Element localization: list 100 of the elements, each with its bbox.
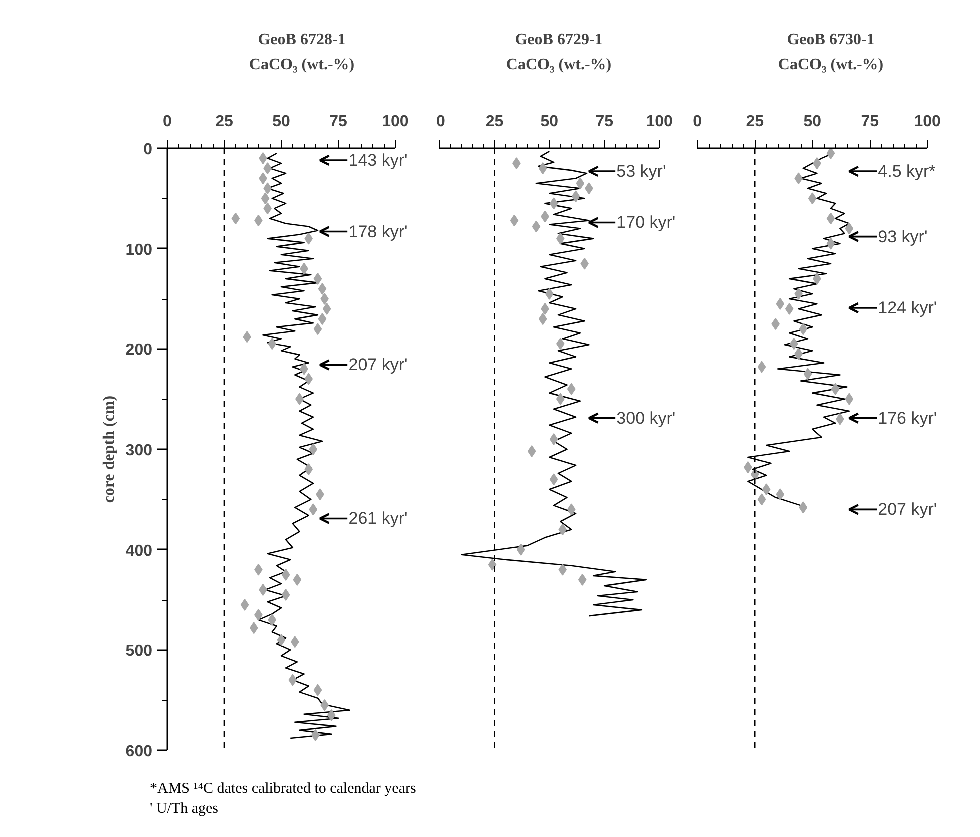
point (277, 634, 286, 646)
point (488, 558, 497, 571)
point (776, 488, 785, 501)
point (290, 636, 300, 648)
point (532, 220, 541, 233)
y-tick-label: 300 (126, 442, 153, 460)
point (776, 298, 785, 310)
point (826, 212, 836, 225)
chart-title: GeoB 6728-1 (258, 32, 346, 48)
point (538, 162, 548, 175)
point (578, 574, 587, 586)
point (320, 293, 329, 305)
chart-title: GeoB 6730-1 (787, 32, 875, 48)
x-tick-label: 75 (330, 114, 348, 130)
point (288, 674, 298, 686)
annotation: 176 kyr' (878, 408, 938, 428)
point (314, 323, 322, 336)
point (845, 222, 854, 235)
point (304, 232, 314, 245)
x-tick-label: 100 (646, 114, 673, 130)
point (268, 338, 277, 350)
x-tick-label: 50 (804, 114, 822, 130)
point (268, 614, 277, 626)
point (567, 383, 576, 396)
point (550, 474, 558, 486)
y-tick-label: 500 (126, 643, 153, 660)
x-tick-label: 75 (596, 114, 614, 130)
y-tick-label: 600 (126, 744, 153, 760)
y-tick-label: 400 (126, 542, 153, 560)
x-tick-label: 0 (163, 114, 172, 130)
x-tick-label: 100 (382, 114, 409, 130)
annotation: 207 kyr' (878, 500, 938, 520)
y-tick-label: 200 (126, 342, 153, 360)
point (261, 192, 270, 205)
point (758, 361, 766, 374)
point (314, 684, 322, 696)
x-tick-label: 25 (486, 114, 504, 130)
annotation: 300 kyr' (616, 408, 676, 428)
y-axis-title: core depth (cm) (100, 396, 118, 504)
x-tick-label: 25 (746, 114, 764, 130)
point (567, 504, 576, 516)
point (318, 282, 327, 295)
text: *AMS ¹⁴C dates calibrated to calendar years (150, 781, 416, 797)
x-tick-label: 0 (436, 114, 446, 130)
annotation: 207 kyr' (348, 356, 408, 375)
point (556, 232, 565, 245)
point (799, 323, 808, 336)
point (293, 574, 302, 586)
x-axis-title: CaCO₃ (wt.-%) (506, 56, 612, 74)
point (785, 303, 794, 316)
chart-title: GeoB 6729-1 (515, 32, 603, 48)
x-tick-label: 0 (693, 114, 702, 130)
x-tick-label: 50 (272, 114, 290, 130)
annotation: 124 kyr' (878, 298, 938, 318)
point (831, 383, 840, 396)
point (572, 190, 580, 203)
point (558, 524, 568, 536)
point (826, 148, 836, 160)
point (538, 313, 548, 326)
point (762, 484, 771, 496)
point (799, 502, 808, 514)
point (309, 504, 318, 516)
point (304, 464, 314, 476)
x-tick-label: 75 (861, 114, 880, 130)
annotation: 261 kyr' (348, 509, 408, 528)
text: ' U/Th ages (150, 800, 219, 816)
annotation: 143 kyr' (348, 151, 408, 170)
point (545, 288, 554, 300)
x-axis-title: CaCO₃ (wt.-%) (249, 56, 355, 74)
point (576, 178, 585, 190)
y-tick-label: 0 (144, 142, 153, 158)
y-tick-label: 100 (126, 242, 153, 259)
annotation: 170 kyr' (616, 213, 676, 232)
x-tick-label: 25 (216, 114, 234, 130)
point (516, 544, 526, 556)
annotation: 53 kyr' (616, 162, 666, 182)
point (804, 368, 812, 380)
point (314, 272, 322, 285)
point (322, 303, 332, 316)
x-tick-label: 100 (914, 114, 942, 130)
point (845, 393, 854, 406)
point (240, 599, 250, 612)
annotation: 178 kyr' (348, 222, 408, 242)
x-axis-title: CaCO₃ (wt.-%) (778, 56, 884, 74)
point (510, 214, 519, 227)
point (528, 446, 536, 458)
x-tick-label: 50 (540, 114, 559, 130)
point (550, 198, 558, 210)
point (250, 622, 258, 634)
point (826, 238, 836, 250)
point (558, 564, 568, 576)
point (556, 393, 565, 406)
point (309, 444, 318, 456)
point (282, 588, 290, 601)
point (550, 433, 558, 446)
annotation: 93 kyr' (878, 227, 928, 246)
point (232, 212, 240, 225)
point (556, 338, 565, 350)
point (318, 313, 327, 326)
point (808, 192, 817, 205)
